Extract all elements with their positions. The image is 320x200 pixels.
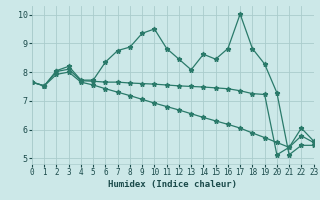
X-axis label: Humidex (Indice chaleur): Humidex (Indice chaleur) — [108, 180, 237, 189]
